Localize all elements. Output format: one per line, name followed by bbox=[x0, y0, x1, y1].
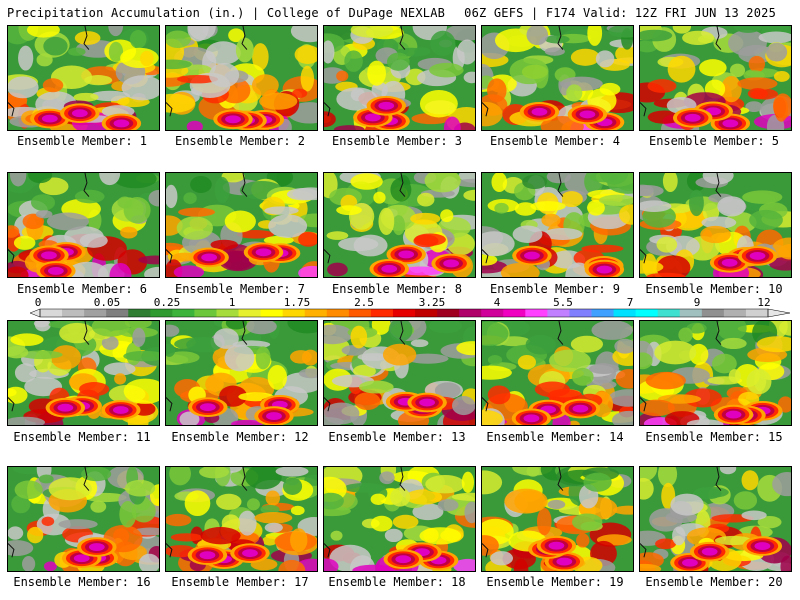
ensemble-member-label: Ensemble Member: 15 bbox=[645, 430, 783, 444]
ensemble-member-map bbox=[639, 25, 792, 131]
ensemble-member-label: Ensemble Member: 19 bbox=[486, 575, 624, 589]
colorbar-tick-label: 0.05 bbox=[93, 296, 121, 309]
ensemble-member-map bbox=[7, 25, 160, 131]
ensemble-member-label: Ensemble Member: 5 bbox=[648, 134, 780, 148]
colorbar-swatch bbox=[503, 309, 526, 317]
ensemble-member-label: Ensemble Member: 20 bbox=[645, 575, 783, 589]
ensemble-member-label: Ensemble Member: 14 bbox=[486, 430, 624, 444]
ensemble-member-map bbox=[323, 320, 476, 426]
ensemble-member-map bbox=[639, 466, 792, 572]
colorbar-swatch bbox=[84, 309, 107, 317]
colorbar-swatch bbox=[437, 309, 460, 317]
ensemble-member-label: Ensemble Member: 3 bbox=[331, 134, 463, 148]
colorbar-tick-label: 2.5 bbox=[354, 296, 374, 309]
ensemble-member-map bbox=[481, 320, 634, 426]
ensemble-member-label: Ensemble Member: 4 bbox=[489, 134, 621, 148]
colorbar-swatch bbox=[282, 309, 306, 317]
ensemble-member-map bbox=[323, 172, 476, 278]
colorbar-tick-label: 3.25 bbox=[418, 296, 446, 309]
colorbar-tick-label: 5.5 bbox=[553, 296, 573, 309]
colorbar-tick-label: 4 bbox=[493, 296, 501, 309]
colorbar-swatch bbox=[238, 309, 262, 317]
ensemble-member-label: Ensemble Member: 10 bbox=[645, 282, 783, 296]
colorbar-swatch bbox=[569, 309, 593, 317]
ensemble-member-map bbox=[7, 320, 160, 426]
ensemble-member-label: Ensemble Member: 16 bbox=[13, 575, 151, 589]
colorbar-swatch bbox=[701, 309, 725, 317]
colorbar-swatch bbox=[525, 309, 548, 317]
colorbar-swatch bbox=[392, 309, 416, 317]
ensemble-member-label: Ensemble Member: 12 bbox=[171, 430, 309, 444]
ensemble-member-label: Ensemble Member: 13 bbox=[328, 430, 466, 444]
colorbar-swatch bbox=[591, 309, 615, 317]
ensemble-member-label: Ensemble Member: 2 bbox=[174, 134, 306, 148]
ensemble-member-map bbox=[165, 320, 318, 426]
ensemble-member-map bbox=[481, 172, 634, 278]
ensemble-member-label: Ensemble Member: 18 bbox=[328, 575, 466, 589]
colorbar-swatch bbox=[723, 309, 747, 317]
ensemble-member-label: Ensemble Member: 9 bbox=[489, 282, 621, 296]
ensemble-member-label: Ensemble Member: 6 bbox=[16, 282, 148, 296]
colorbar-swatch bbox=[62, 309, 85, 317]
colorbar-swatch bbox=[657, 309, 681, 317]
colorbar-left-arrow bbox=[30, 308, 41, 318]
colorbar-right-arrow bbox=[767, 308, 790, 318]
colorbar-swatch bbox=[547, 309, 570, 317]
colorbar-tick-label: 7 bbox=[626, 296, 634, 309]
ensemble-member-map bbox=[323, 25, 476, 131]
ensemble-member-label: Ensemble Member: 8 bbox=[331, 282, 463, 296]
ensemble-member-map bbox=[639, 172, 792, 278]
colorbar-tick-label: 9 bbox=[693, 296, 701, 309]
colorbar-swatch bbox=[370, 309, 394, 317]
ensemble-member-map bbox=[639, 320, 792, 426]
ensemble-member-label: Ensemble Member: 1 bbox=[16, 134, 148, 148]
ensemble-member-map bbox=[7, 466, 160, 572]
ensemble-member-map bbox=[481, 466, 634, 572]
colorbar-tick-label: 1.75 bbox=[283, 296, 311, 309]
ensemble-member-map bbox=[323, 466, 476, 572]
colorbar-tick-label: 0.25 bbox=[153, 296, 181, 309]
colorbar-swatch bbox=[172, 309, 195, 317]
colorbar-swatch bbox=[459, 309, 482, 317]
colorbar-swatch bbox=[304, 309, 328, 317]
colorbar-swatch bbox=[348, 309, 372, 317]
colorbar-swatch bbox=[260, 309, 284, 317]
model-run-info: 06Z GEFS | F174 Valid: 12Z FRI JUN 13 20… bbox=[464, 6, 776, 20]
ensemble-member-label: Ensemble Member: 7 bbox=[174, 282, 306, 296]
ensemble-member-map bbox=[165, 466, 318, 572]
colorbar-swatch bbox=[106, 309, 129, 317]
colorbar-swatch bbox=[635, 309, 659, 317]
colorbar-swatch bbox=[326, 309, 350, 317]
colorbar-swatch bbox=[481, 309, 504, 317]
colorbar-tick-label: 1 bbox=[228, 296, 236, 309]
colorbar-swatch bbox=[415, 309, 438, 317]
colorbar-swatch bbox=[679, 309, 703, 317]
map-title: Precipitation Accumulation (in.) | Colle… bbox=[7, 6, 446, 20]
ensemble-member-label: Ensemble Member: 11 bbox=[13, 430, 151, 444]
ensemble-member-map bbox=[165, 25, 318, 131]
precipitation-colorbar bbox=[30, 308, 790, 318]
colorbar-swatch bbox=[745, 309, 769, 317]
colorbar-tick-label: 0 bbox=[34, 296, 42, 309]
colorbar-swatch bbox=[613, 309, 637, 317]
colorbar-swatch bbox=[194, 309, 217, 317]
ensemble-member-map bbox=[165, 172, 318, 278]
ensemble-member-label: Ensemble Member: 17 bbox=[171, 575, 309, 589]
colorbar-swatch bbox=[216, 309, 240, 317]
colorbar-swatch bbox=[128, 309, 151, 317]
ensemble-member-map bbox=[481, 25, 634, 131]
colorbar-swatch bbox=[150, 309, 173, 317]
colorbar-swatch bbox=[40, 309, 63, 317]
colorbar-tick-label: 12 bbox=[757, 296, 771, 309]
ensemble-member-map bbox=[7, 172, 160, 278]
